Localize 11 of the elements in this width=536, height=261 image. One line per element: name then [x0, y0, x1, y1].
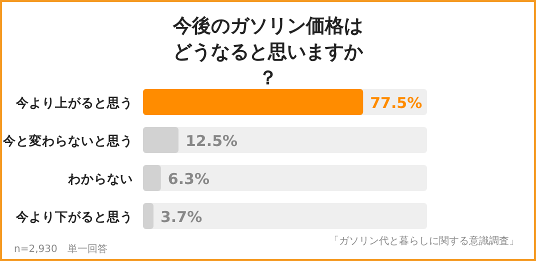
y-tick-label: 今と変わらないと思う — [2, 133, 133, 148]
y-tick-label: わからない — [67, 171, 133, 186]
data-label: 77.5% — [370, 94, 422, 112]
data-label: 6.3% — [168, 170, 210, 188]
chart-title: 今後のガソリン価格はどうなると思いますか？ — [172, 15, 364, 89]
y-tick-label: 今より上がると思う — [15, 95, 133, 110]
data-label: 3.7% — [160, 208, 202, 226]
text: 「ガソリン代と暮らしに関する意識調査」 — [329, 235, 519, 247]
y-tick-label: 今より下がると思う — [15, 209, 133, 224]
data-label: 12.5% — [186, 132, 238, 150]
text: n=2,930 単一回答 — [14, 243, 108, 255]
